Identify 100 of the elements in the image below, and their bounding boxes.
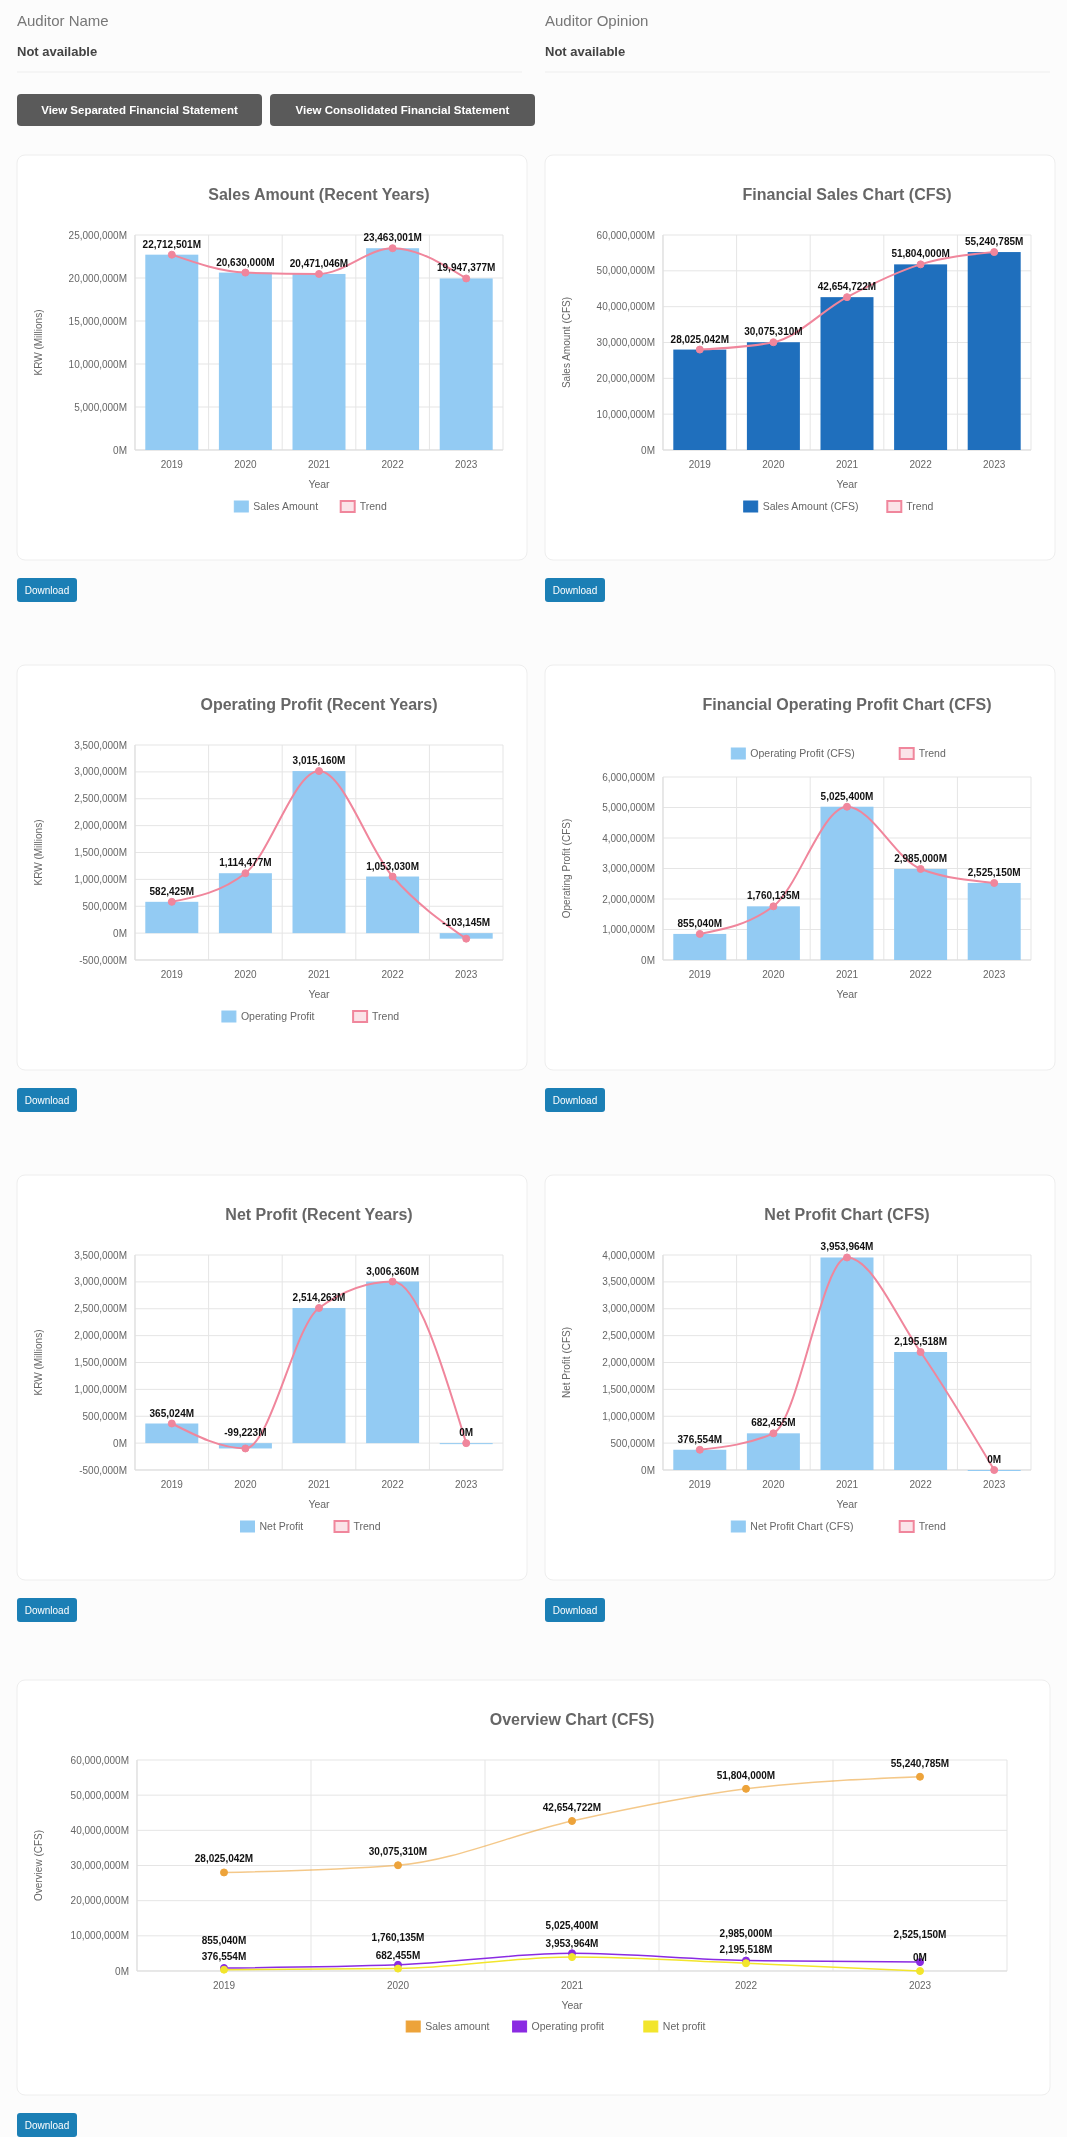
x-tick-label: 2020 xyxy=(762,969,785,980)
chart-title: Net Profit (Recent Years) xyxy=(225,1206,413,1223)
data-label: 23,463,001M xyxy=(363,232,422,244)
y-tick-label: 20,000,000M xyxy=(70,1895,129,1907)
y-tick-label: 1,500,000M xyxy=(74,1357,127,1368)
y-tick-label: 1,500,000M xyxy=(74,847,127,858)
x-tick-label: 2020 xyxy=(234,1479,257,1490)
point xyxy=(769,1429,778,1438)
point xyxy=(462,1439,471,1448)
point xyxy=(315,1303,323,1312)
data-label: 3,006,360M xyxy=(366,1265,420,1277)
x-axis-title: Year xyxy=(308,988,331,1000)
data-label: 2,985,000M xyxy=(719,1927,773,1939)
data-label: 19,947,377M xyxy=(437,262,496,274)
data-label: 0M xyxy=(987,1454,1002,1465)
y-tick-label: 1,000,000M xyxy=(74,873,127,885)
y-tick-label: 2,500,000M xyxy=(602,1330,655,1342)
y-tick-label: 60,000,000M xyxy=(596,229,655,241)
point xyxy=(916,864,925,873)
data-label: 55,240,785M xyxy=(890,1757,950,1769)
x-tick-label: 2021 xyxy=(307,969,331,980)
legend-label: Trend xyxy=(372,1010,400,1022)
data-label: 20,630,000M xyxy=(216,256,275,268)
y-tick-label: 50,000,000M xyxy=(596,265,655,277)
x-tick-label: 2023 xyxy=(983,969,1006,980)
point xyxy=(568,1817,576,1825)
point xyxy=(990,248,999,257)
y-tick-label: 500,000M xyxy=(82,900,127,912)
data-label: 42,654,722M xyxy=(542,1802,602,1813)
y-tick-label: 0M xyxy=(113,1437,127,1449)
y-tick-label: 3,500,000M xyxy=(74,739,127,751)
point xyxy=(916,1967,924,1975)
y-tick-label: 30,000,000M xyxy=(596,337,655,348)
point xyxy=(462,934,471,943)
legend-label: Operating Profit (CFS) xyxy=(750,747,855,759)
y-axis-title: KRW (Millions) xyxy=(33,819,44,886)
chart-title: Net Profit Chart (CFS) xyxy=(764,1206,930,1223)
y-tick-label: 10,000,000M xyxy=(70,1930,129,1942)
bar xyxy=(673,349,727,450)
legend-label: Net Profit Chart (CFS) xyxy=(750,1520,854,1532)
bar xyxy=(894,868,948,960)
y-axis-title: Overview (CFS) xyxy=(33,1829,44,1902)
x-tick-label: 2023 xyxy=(455,459,478,470)
bar xyxy=(292,273,346,450)
y-tick-label: 1,500,000M xyxy=(602,1383,655,1395)
bar xyxy=(673,933,727,960)
x-tick-label: 2021 xyxy=(835,969,859,980)
point xyxy=(695,345,704,354)
point xyxy=(769,902,778,911)
y-tick-label: 2,500,000M xyxy=(74,793,127,805)
bar xyxy=(292,1307,346,1444)
y-axis-title: Sales Amount (CFS) xyxy=(561,296,572,389)
bar xyxy=(820,806,874,960)
point xyxy=(394,1964,402,1973)
y-tick-label: 30,000,000M xyxy=(70,1860,129,1871)
x-tick-label: 2021 xyxy=(307,1479,331,1490)
y-tick-label: 3,000,000M xyxy=(602,1303,655,1315)
chart-title: Financial Sales Chart (CFS) xyxy=(742,186,952,203)
bar xyxy=(820,1257,874,1470)
y-tick-label: 3,000,000M xyxy=(602,863,655,874)
y-tick-label: 2,000,000M xyxy=(74,1330,127,1342)
y-tick-label: 0M xyxy=(115,1965,129,1977)
x-tick-label: 2023 xyxy=(983,459,1006,470)
y-tick-label: 3,000,000M xyxy=(74,766,127,778)
x-tick-label: 2021 xyxy=(560,1980,584,1991)
x-tick-label: 2020 xyxy=(762,1479,785,1490)
y-tick-label: 500,000M xyxy=(82,1410,127,1422)
point xyxy=(241,268,250,277)
download-button: Download xyxy=(17,1088,77,1112)
x-tick-label: 2023 xyxy=(455,969,478,980)
bar xyxy=(746,906,800,960)
y-tick-label: 5,000,000M xyxy=(74,401,127,413)
download-button: Download xyxy=(17,2113,77,2137)
x-tick-label: 2023 xyxy=(983,1479,1006,1490)
point xyxy=(990,1466,999,1474)
text: Auditor Opinion xyxy=(545,12,649,29)
y-tick-label: 15,000,000M xyxy=(68,315,127,327)
x-tick-label: 2022 xyxy=(909,1479,933,1490)
y-tick-label: 2,000,000M xyxy=(602,893,655,905)
data-label: 365,024M xyxy=(149,1407,195,1419)
x-tick-label: 2019 xyxy=(212,1980,236,1991)
bar xyxy=(967,882,1021,960)
data-label: 5,025,400M xyxy=(820,790,874,802)
y-tick-label: 2,000,000M xyxy=(74,820,127,832)
y-tick-label: 5,000,000M xyxy=(602,802,655,813)
y-tick-label: 0M xyxy=(641,1464,655,1476)
point xyxy=(843,293,851,302)
data-label: 855,040M xyxy=(201,1934,247,1946)
x-tick-label: 2023 xyxy=(908,1980,932,1991)
y-tick-label: 0M xyxy=(113,444,127,456)
text: Not available xyxy=(17,44,98,59)
bar xyxy=(292,771,346,934)
y-axis-title: KRW (Millions) xyxy=(33,309,44,376)
point xyxy=(167,897,176,906)
point xyxy=(462,274,471,283)
data-label: 2,514,263M xyxy=(292,1291,346,1303)
point xyxy=(241,869,250,878)
data-label: 1,760,135M xyxy=(371,1931,425,1943)
point xyxy=(315,767,323,776)
point xyxy=(769,338,778,347)
